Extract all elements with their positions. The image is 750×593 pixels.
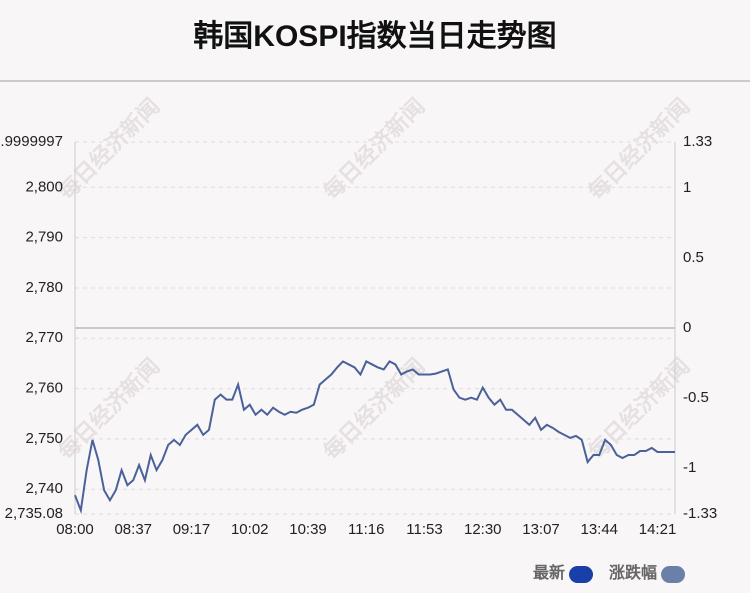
watermark: 每日经济新闻 xyxy=(318,93,430,205)
x-tick-label: 10:39 xyxy=(289,521,327,538)
x-tick-label: 08:37 xyxy=(114,521,152,538)
legend-swatch xyxy=(569,566,594,583)
y2-tick-label: -0.5 xyxy=(683,389,709,406)
watermark: 每日经济新闻 xyxy=(53,93,165,205)
chart-title: 韩国KOSPI指数当日走势图 xyxy=(193,20,556,53)
x-tick-label: 13:44 xyxy=(580,521,618,538)
watermark: 每日经济新闻 xyxy=(583,93,695,205)
watermark: 每日经济新闻 xyxy=(53,353,165,465)
legend-swatch xyxy=(661,566,686,583)
y2-tick-label: -1.33 xyxy=(683,505,717,522)
legend-label: 涨跌幅 xyxy=(609,563,657,582)
y-tick-label: 2,800 xyxy=(25,178,63,195)
y2-tick-label: -1 xyxy=(683,459,696,476)
y-tick-label: 2,740 xyxy=(25,480,63,497)
y2-tick-label: 1 xyxy=(683,179,691,196)
x-tick-label: 11:53 xyxy=(406,521,442,538)
watermark: 每日经济新闻 xyxy=(583,353,695,465)
series-line xyxy=(74,360,675,515)
x-tick-label: 11:16 xyxy=(348,521,384,538)
y-tick-label: 2,770 xyxy=(25,329,63,346)
x-tick-label: 13:07 xyxy=(522,521,560,538)
y2-tick-label: 0 xyxy=(683,319,691,336)
y-tick-label: 2,808.9999997 xyxy=(0,133,63,150)
x-tick-label: 08:00 xyxy=(56,521,94,538)
y-tick-label: 2,760 xyxy=(25,380,63,397)
legend-label: 最新 xyxy=(533,563,565,582)
x-tick-label: 12:30 xyxy=(464,521,502,538)
x-tick-label: 10:02 xyxy=(231,521,269,538)
y2-tick-label: 0.5 xyxy=(683,249,704,266)
x-tick-label: 09:17 xyxy=(173,521,211,538)
x-tick-label: 14:21 xyxy=(639,521,677,538)
y-tick-label: 2,750 xyxy=(25,430,63,447)
y-tick-label: 2,780 xyxy=(25,279,63,296)
y-tick-label: 2,735.08 xyxy=(5,505,63,522)
y-tick-label: 2,790 xyxy=(25,229,63,246)
y2-tick-label: 1.33 xyxy=(683,133,712,150)
